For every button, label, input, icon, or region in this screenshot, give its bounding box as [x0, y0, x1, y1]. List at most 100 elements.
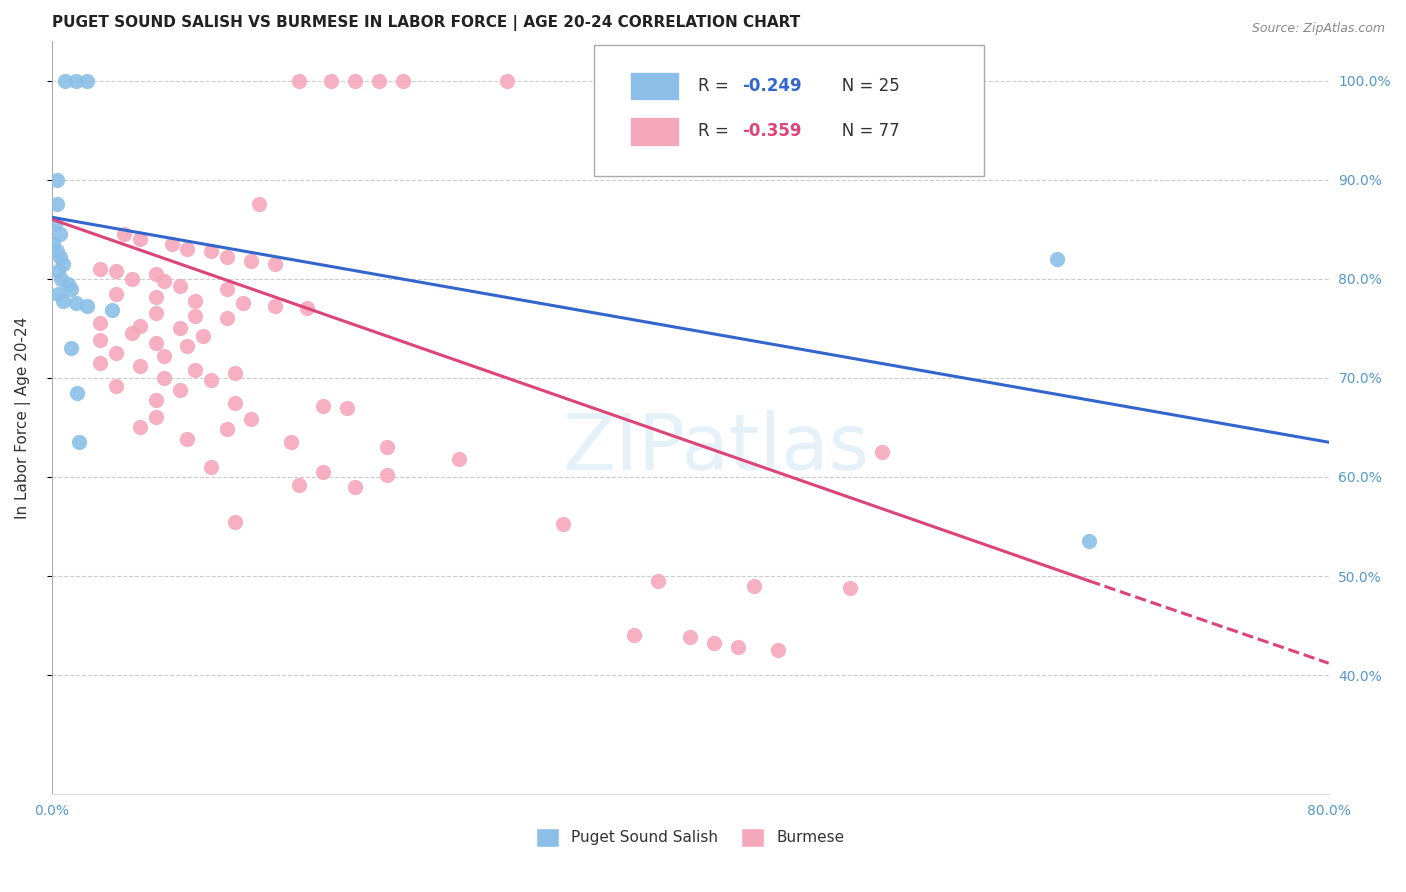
- Point: [59, 282, 82, 296]
- Point: [193, 329, 215, 343]
- Point: [224, 515, 246, 529]
- Point: [344, 480, 367, 494]
- Point: [52, 257, 75, 271]
- Point: [45, 244, 67, 258]
- Point: [217, 311, 239, 326]
- Point: [176, 242, 198, 256]
- Point: [240, 412, 263, 426]
- Point: [280, 435, 302, 450]
- Point: [121, 326, 143, 341]
- Point: [742, 579, 765, 593]
- Point: [838, 581, 860, 595]
- Point: [295, 301, 318, 316]
- Point: [44, 217, 66, 231]
- Text: Source: ZipAtlas.com: Source: ZipAtlas.com: [1251, 22, 1385, 36]
- Point: [766, 643, 789, 657]
- Point: [344, 73, 367, 87]
- Point: [447, 452, 470, 467]
- Point: [65, 296, 87, 310]
- Point: [104, 346, 127, 360]
- Point: [145, 392, 167, 407]
- Point: [169, 383, 191, 397]
- Point: [200, 373, 222, 387]
- Point: [679, 631, 702, 645]
- Point: [76, 73, 98, 87]
- Point: [89, 261, 111, 276]
- Point: [312, 465, 335, 479]
- Point: [49, 250, 72, 264]
- Point: [145, 267, 167, 281]
- Point: [247, 197, 270, 211]
- Point: [45, 197, 67, 211]
- Point: [217, 250, 239, 264]
- Point: [288, 73, 311, 87]
- Point: [128, 359, 150, 373]
- Point: [392, 73, 415, 87]
- Point: [200, 244, 222, 258]
- Point: [264, 257, 287, 271]
- Point: [45, 172, 67, 186]
- Point: [375, 467, 398, 482]
- Point: [264, 300, 287, 314]
- Point: [112, 227, 135, 241]
- Point: [46, 286, 69, 301]
- Point: [184, 293, 207, 308]
- Point: [56, 277, 79, 291]
- Y-axis label: In Labor Force | Age 20-24: In Labor Force | Age 20-24: [15, 317, 31, 518]
- Point: [49, 227, 72, 241]
- Point: [184, 310, 207, 324]
- Point: [76, 300, 98, 314]
- Point: [176, 339, 198, 353]
- Text: PUGET SOUND SALISH VS BURMESE IN LABOR FORCE | AGE 20-24 CORRELATION CHART: PUGET SOUND SALISH VS BURMESE IN LABOR F…: [52, 15, 800, 31]
- Point: [59, 341, 82, 355]
- Point: [89, 333, 111, 347]
- FancyBboxPatch shape: [595, 45, 984, 177]
- Point: [145, 336, 167, 351]
- Point: [870, 445, 893, 459]
- Point: [727, 640, 749, 655]
- Point: [703, 636, 725, 650]
- Text: N = 25: N = 25: [825, 77, 900, 95]
- Point: [184, 363, 207, 377]
- Point: [495, 73, 517, 87]
- Text: R =: R =: [697, 77, 734, 95]
- Point: [312, 399, 335, 413]
- Text: N = 77: N = 77: [825, 122, 900, 140]
- Text: -0.249: -0.249: [742, 77, 803, 95]
- Point: [232, 296, 254, 310]
- FancyBboxPatch shape: [630, 117, 679, 145]
- Point: [375, 440, 398, 454]
- Point: [145, 410, 167, 425]
- Point: [67, 435, 90, 450]
- Point: [368, 73, 391, 87]
- Point: [104, 264, 127, 278]
- Point: [176, 432, 198, 446]
- Point: [128, 232, 150, 246]
- Point: [288, 478, 311, 492]
- Point: [89, 356, 111, 370]
- Point: [647, 574, 669, 588]
- Point: [152, 349, 174, 363]
- Point: [336, 401, 359, 415]
- Point: [200, 460, 222, 475]
- Point: [1078, 534, 1101, 549]
- Point: [217, 422, 239, 436]
- Point: [66, 385, 89, 400]
- Point: [101, 303, 124, 318]
- Point: [160, 237, 183, 252]
- Point: [169, 278, 191, 293]
- Point: [145, 306, 167, 320]
- Point: [152, 274, 174, 288]
- Point: [51, 271, 73, 285]
- Point: [121, 271, 143, 285]
- Text: -0.359: -0.359: [742, 122, 801, 140]
- Point: [128, 420, 150, 434]
- Point: [240, 253, 263, 268]
- Point: [42, 237, 65, 252]
- Point: [551, 517, 574, 532]
- Point: [224, 366, 246, 380]
- Point: [217, 282, 239, 296]
- Point: [1046, 252, 1069, 266]
- Point: [623, 628, 645, 642]
- Point: [128, 319, 150, 334]
